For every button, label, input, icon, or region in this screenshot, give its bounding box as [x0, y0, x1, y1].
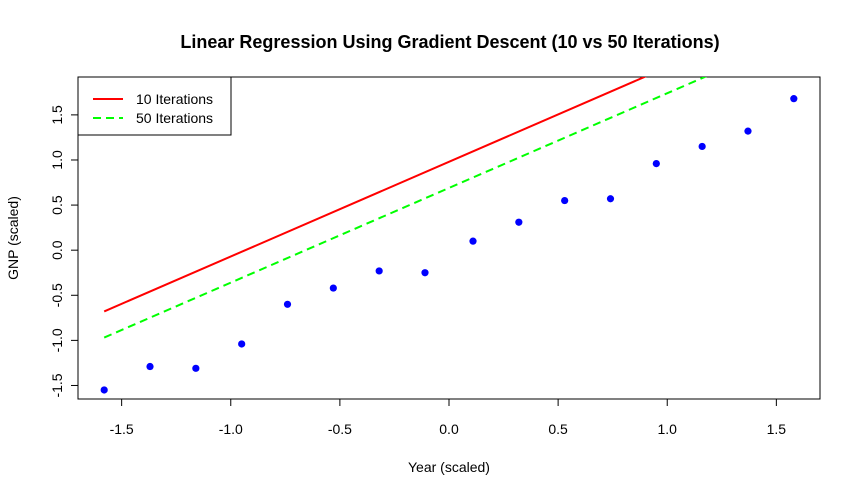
data-point: [100, 386, 108, 394]
y-tick-label: -1.0: [49, 328, 65, 352]
y-axis-label: GNP (scaled): [5, 196, 21, 280]
data-point: [515, 218, 523, 226]
data-point: [146, 362, 154, 371]
y-tick-label: 0.5: [49, 195, 65, 215]
x-tick-label: 0.0: [439, 421, 459, 437]
data-point: [744, 127, 752, 135]
data-point: [790, 95, 798, 103]
x-tick-label: -0.5: [328, 421, 352, 437]
data-point: [375, 267, 383, 275]
data-points: [100, 95, 798, 394]
legend-box: [77, 76, 232, 136]
y-tick-label: 1.5: [49, 105, 65, 125]
chart-title: Linear Regression Using Gradient Descent…: [180, 32, 719, 52]
data-point: [421, 269, 429, 277]
x-axis: -1.5 -1.0 -0.5 0.0 0.5 1.0 1.5: [110, 398, 787, 437]
x-tick-label: 1.5: [767, 421, 787, 437]
x-tick-label: -1.5: [110, 421, 134, 437]
series-line-50-iterations: [103, 77, 708, 339]
x-tick-label: 1.0: [658, 421, 678, 437]
data-point: [606, 195, 615, 203]
x-axis-label: Year (scaled): [408, 459, 490, 475]
data-point: [561, 196, 569, 205]
data-point: [238, 340, 246, 348]
series-lines: [103, 77, 708, 339]
y-tick-label: 0.0: [49, 240, 65, 260]
series-line-10-iterations: [103, 77, 647, 313]
data-point: [192, 364, 200, 372]
data-point: [469, 237, 477, 245]
data-point: [283, 300, 292, 308]
y-tick-label: -1.5: [49, 373, 65, 397]
legend: 10 Iterations 50 Iterations: [77, 76, 232, 136]
x-tick-label: -1.0: [219, 421, 243, 437]
data-point: [329, 284, 337, 292]
y-tick-label: 1.0: [49, 150, 65, 170]
legend-label-10-iterations: 10 Iterations: [136, 91, 213, 107]
data-point: [652, 159, 660, 168]
data-point: [698, 142, 706, 151]
y-tick-label: -0.5: [49, 283, 65, 307]
legend-label-50-iterations: 50 Iterations: [136, 110, 213, 126]
y-axis: -1.5 -1.0 -0.5 0.0 0.5 1.0 1.5: [49, 105, 79, 398]
x-tick-label: 0.5: [548, 421, 568, 437]
